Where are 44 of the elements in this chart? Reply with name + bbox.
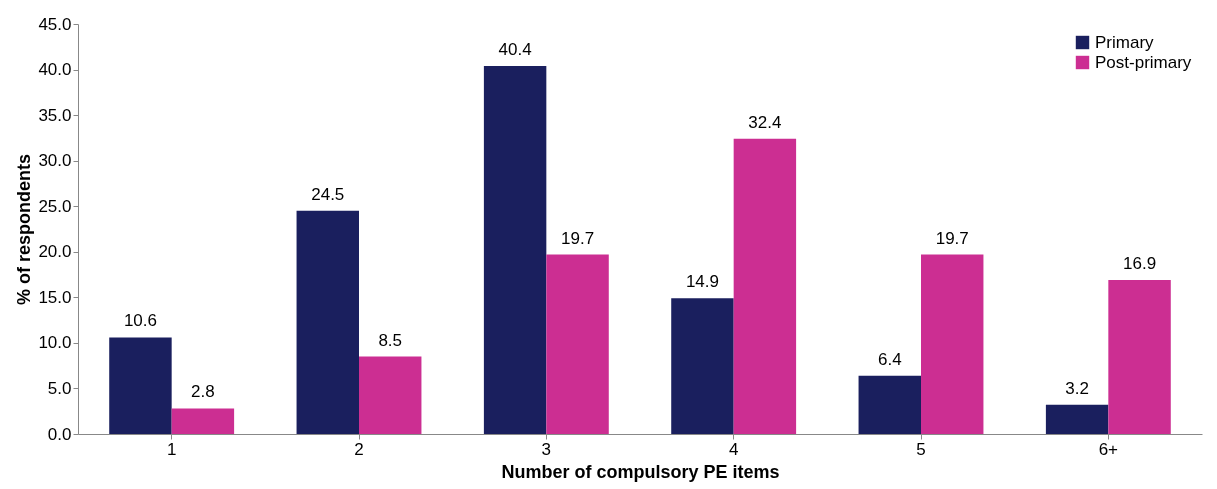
bar — [733, 138, 797, 434]
data-label: 14.9 — [685, 272, 719, 292]
data-label: 16.9 — [1123, 254, 1157, 274]
bar — [921, 254, 984, 434]
bar — [171, 408, 235, 434]
y-tick-label: 10.0 — [38, 333, 72, 353]
legend-label: Post-primary — [1095, 52, 1192, 72]
x-tick-label: 5 — [916, 439, 926, 459]
x-tick-label: 4 — [728, 439, 739, 459]
data-label: 32.4 — [748, 112, 782, 132]
data-label: 19.7 — [561, 228, 595, 248]
y-tick-label: 30.0 — [38, 151, 72, 171]
data-label: 8.5 — [378, 330, 403, 350]
x-tick-label: 1 — [166, 439, 177, 459]
data-label: 2.8 — [191, 382, 215, 402]
x-tick-label: 2 — [354, 439, 364, 459]
y-tick-label: 25.0 — [38, 196, 72, 216]
y-tick-label: 0.0 — [47, 424, 72, 444]
y-axis-title: % of respondents — [14, 153, 35, 306]
bar — [296, 210, 359, 434]
data-label: 40.4 — [498, 39, 532, 59]
data-label: 10.6 — [123, 311, 157, 331]
bar — [1108, 280, 1171, 434]
bar — [1045, 404, 1109, 434]
data-label: 3.2 — [1065, 378, 1089, 398]
data-label: 6.4 — [877, 349, 902, 369]
bar — [671, 298, 734, 434]
y-tick-label: 5.0 — [47, 378, 72, 398]
y-tick-label: 20.0 — [38, 242, 72, 262]
bar — [858, 375, 921, 434]
bar — [483, 65, 547, 434]
bar — [546, 254, 609, 434]
y-tick-label: 15.0 — [38, 287, 72, 307]
data-label: 24.5 — [311, 184, 345, 204]
data-label: 19.7 — [935, 228, 969, 248]
y-tick-label: 35.0 — [38, 105, 72, 125]
y-tick-label: 45.0 — [38, 14, 72, 34]
legend-label: Primary — [1095, 32, 1155, 52]
y-tick-label: 40.0 — [38, 60, 72, 80]
bar — [109, 337, 172, 434]
x-tick-label: 3 — [541, 439, 552, 459]
x-tick-label: 6+ — [1098, 439, 1119, 459]
x-axis-title: Number of compulsory PE items — [501, 461, 780, 482]
bar — [359, 356, 422, 434]
